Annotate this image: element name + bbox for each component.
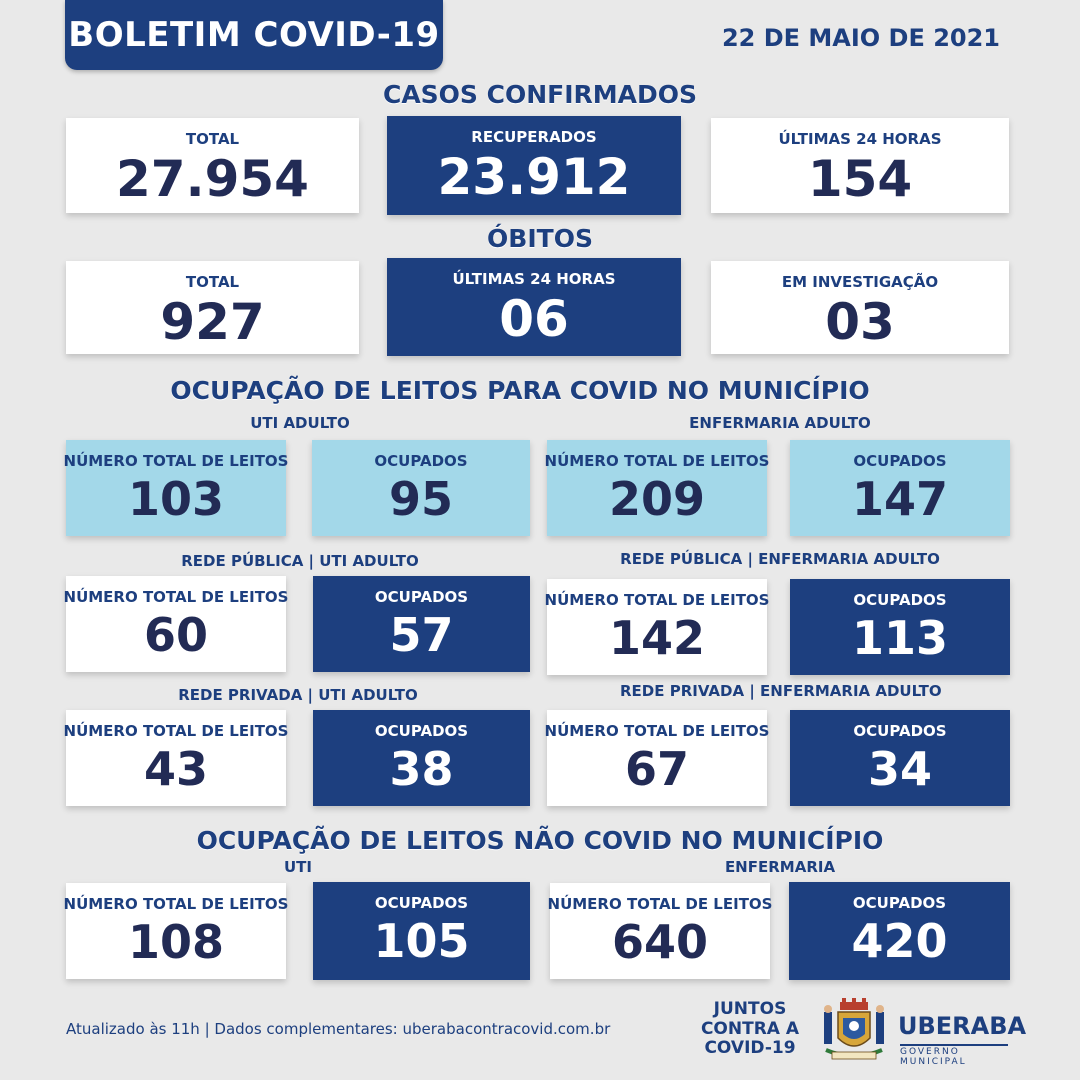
private-uti-total-card: NÚMERO TOTAL DE LEITOS 43	[63, 710, 289, 806]
private-ward-occupied-value: 34	[867, 742, 932, 796]
deaths-last24-card: ÚLTIMAS 24 HORAS 06	[387, 258, 681, 356]
covid-uti-occupied-label: OCUPADOS	[374, 452, 468, 470]
non-covid-uti-total-label: NÚMERO TOTAL DE LEITOS	[63, 895, 289, 913]
private-uti-total-label: NÚMERO TOTAL DE LEITOS	[63, 722, 289, 740]
non-covid-ward-occupied-label: OCUPADOS	[852, 894, 947, 912]
brand-name: UBERABA	[898, 1012, 1027, 1040]
private-ward-occupied-card: OCUPADOS 34	[790, 710, 1010, 806]
non-covid-uti-occupied-label: OCUPADOS	[374, 894, 469, 912]
municipal-coat-of-arms-icon	[818, 998, 890, 1064]
public-ward-total-value: 142	[608, 611, 706, 665]
public-uti-occupied-card: OCUPADOS 57	[313, 576, 530, 672]
public-ward-total-card: NÚMERO TOTAL DE LEITOS 142	[544, 579, 770, 675]
private-uti-label: REDE PRIVADA | UTI ADULTO	[178, 686, 418, 704]
public-ward-occupied-card: OCUPADOS 113	[790, 579, 1010, 675]
covid-beds-section-title: OCUPAÇÃO DE LEITOS PARA COVID NO MUNICÍP…	[170, 376, 870, 405]
campaign-line-2: CONTRA A	[700, 1018, 800, 1039]
non-covid-uti-label: UTI	[284, 858, 312, 876]
non-covid-uti-total-value: 108	[127, 915, 225, 969]
deaths-section-title: ÓBITOS	[487, 224, 593, 253]
confirmed-last24-label: ÚLTIMAS 24 HORAS	[778, 130, 942, 148]
non-covid-beds-section-title: OCUPAÇÃO DE LEITOS NÃO COVID NO MUNICÍPI…	[196, 826, 884, 855]
non-covid-uti-occupied-value: 105	[373, 914, 470, 968]
confirmed-total-card: TOTAL 27.954	[66, 118, 359, 213]
non-covid-ward-occupied-card: OCUPADOS 420	[789, 882, 1010, 980]
public-uti-total-card: NÚMERO TOTAL DE LEITOS 60	[63, 576, 289, 672]
non-covid-ward-total-value: 640	[611, 915, 709, 969]
covid-uti-total-card: NÚMERO TOTAL DE LEITOS 103	[63, 440, 289, 536]
private-uti-occupied-value: 38	[389, 742, 454, 796]
covid-ward-total-label: NÚMERO TOTAL DE LEITOS	[544, 452, 770, 470]
covid-uti-total-value: 103	[127, 472, 225, 526]
public-ward-label: REDE PÚBLICA | ENFERMARIA ADULTO	[620, 550, 940, 568]
recovered-value: 23.912	[437, 148, 631, 206]
campaign-line-1: JUNTOS	[713, 999, 787, 1019]
public-uti-occupied-label: OCUPADOS	[374, 588, 469, 606]
deaths-total-card: TOTAL 927	[66, 261, 359, 354]
public-uti-total-value: 60	[143, 608, 208, 662]
private-ward-total-value: 67	[624, 742, 689, 796]
deaths-investigation-label: EM INVESTIGAÇÃO	[781, 273, 939, 291]
private-ward-total-card: NÚMERO TOTAL DE LEITOS 67	[544, 710, 770, 806]
private-uti-occupied-label: OCUPADOS	[374, 722, 469, 740]
public-uti-occupied-value: 57	[389, 608, 454, 662]
recovered-label: RECUPERADOS	[471, 128, 597, 146]
covid-ward-total-card: NÚMERO TOTAL DE LEITOS 209	[544, 440, 770, 536]
covid-uti-total-label: NÚMERO TOTAL DE LEITOS	[63, 452, 289, 470]
deaths-last24-value: 06	[499, 290, 569, 348]
campaign-logo: JUNTOS CONTRA A COVID-19	[700, 999, 800, 1059]
private-uti-total-value: 43	[143, 742, 208, 796]
covid-uti-adult-label: UTI ADULTO	[250, 414, 350, 432]
covid-ward-total-value: 209	[608, 472, 706, 526]
confirmed-total-value: 27.954	[116, 150, 309, 208]
deaths-total-label: TOTAL	[185, 273, 240, 291]
covid-ward-occupied-value: 147	[851, 472, 949, 526]
campaign-line-3: COVID-19	[704, 1038, 796, 1059]
confirmed-last24-value: 154	[807, 150, 913, 208]
bulletin-date: 22 DE MAIO DE 2021	[721, 24, 1000, 52]
deaths-total-value: 927	[160, 293, 265, 351]
private-ward-label: REDE PRIVADA | ENFERMARIA ADULTO	[620, 682, 942, 700]
non-covid-ward-label: ENFERMARIA	[724, 858, 836, 876]
deaths-investigation-value: 03	[825, 293, 895, 351]
bulletin-title: BOLETIM COVID-19	[65, 0, 443, 70]
public-uti-label: REDE PÚBLICA | UTI ADULTO	[181, 552, 419, 570]
private-ward-total-label: NÚMERO TOTAL DE LEITOS	[544, 722, 770, 740]
confirmed-section-title: CASOS CONFIRMADOS	[382, 80, 698, 109]
non-covid-uti-total-card: NÚMERO TOTAL DE LEITOS 108	[63, 883, 289, 979]
private-uti-occupied-card: OCUPADOS 38	[313, 710, 530, 806]
footer-update-note: Atualizado às 11h | Dados complementares…	[66, 1020, 611, 1038]
covid-ward-occupied-card: OCUPADOS 147	[790, 440, 1010, 536]
covid-ward-occupied-label: OCUPADOS	[853, 452, 947, 470]
covid-ward-adult-label: ENFERMARIA ADULTO	[689, 414, 871, 432]
deaths-last24-label: ÚLTIMAS 24 HORAS	[452, 270, 616, 288]
public-ward-total-label: NÚMERO TOTAL DE LEITOS	[544, 591, 770, 609]
covid-uti-occupied-value: 95	[388, 472, 453, 526]
confirmed-total-label: TOTAL	[185, 130, 240, 148]
brand-subtitle: GOVERNO MUNICIPAL	[900, 1044, 1008, 1067]
public-ward-occupied-label: OCUPADOS	[853, 591, 947, 609]
deaths-investigation-card: EM INVESTIGAÇÃO 03	[711, 261, 1009, 354]
public-ward-occupied-value: 113	[851, 611, 949, 665]
non-covid-ward-total-card: NÚMERO TOTAL DE LEITOS 640	[547, 883, 773, 979]
confirmed-last24-card: ÚLTIMAS 24 HORAS 154	[711, 118, 1009, 213]
public-uti-total-label: NÚMERO TOTAL DE LEITOS	[63, 588, 289, 606]
covid-uti-occupied-card: OCUPADOS 95	[312, 440, 530, 536]
recovered-card: RECUPERADOS 23.912	[387, 116, 681, 215]
private-ward-occupied-label: OCUPADOS	[853, 722, 947, 740]
non-covid-uti-occupied-card: OCUPADOS 105	[313, 882, 530, 980]
non-covid-ward-occupied-value: 420	[851, 914, 948, 968]
non-covid-ward-total-label: NÚMERO TOTAL DE LEITOS	[547, 895, 773, 913]
